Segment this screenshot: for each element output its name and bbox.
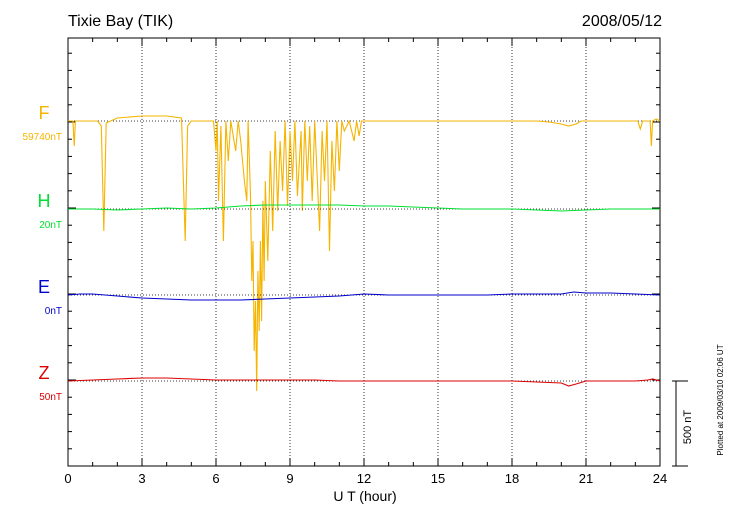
x-tick-label: 21 — [579, 471, 593, 486]
x-tick-label: 15 — [431, 471, 445, 486]
series-name-f: F — [39, 103, 50, 123]
series-name-z: Z — [39, 363, 50, 383]
x-tick-label: 6 — [212, 471, 219, 486]
x-tick-label: 3 — [138, 471, 145, 486]
series-line-z — [67, 377, 661, 387]
x-tick-label: 18 — [505, 471, 519, 486]
series-baseline-z: 50nT — [39, 392, 62, 403]
chart-title: Tixie Bay (TIK) — [68, 13, 173, 30]
series-line-f — [68, 115, 661, 392]
plot-footnote: Plotted at 2009/03/10 02:06 UT — [716, 344, 725, 455]
x-tick-label: 0 — [64, 471, 71, 486]
series-line-e — [67, 291, 661, 301]
x-axis-label: U T (hour) — [333, 488, 396, 504]
x-tick-label: 12 — [357, 471, 371, 486]
x-tick-label: 24 — [653, 471, 667, 486]
chart-date: 2008/05/12 — [582, 13, 662, 30]
series-baseline-e: 0nT — [45, 306, 62, 317]
series-baseline-f: 59740nT — [23, 132, 62, 143]
scale-bar-label: 500 nT — [682, 410, 694, 445]
series-baseline-h: 20nT — [39, 220, 62, 231]
series-name-h: H — [38, 191, 51, 211]
x-tick-label: 9 — [286, 471, 293, 486]
series-name-e: E — [38, 277, 50, 297]
series-line-h — [68, 204, 660, 212]
